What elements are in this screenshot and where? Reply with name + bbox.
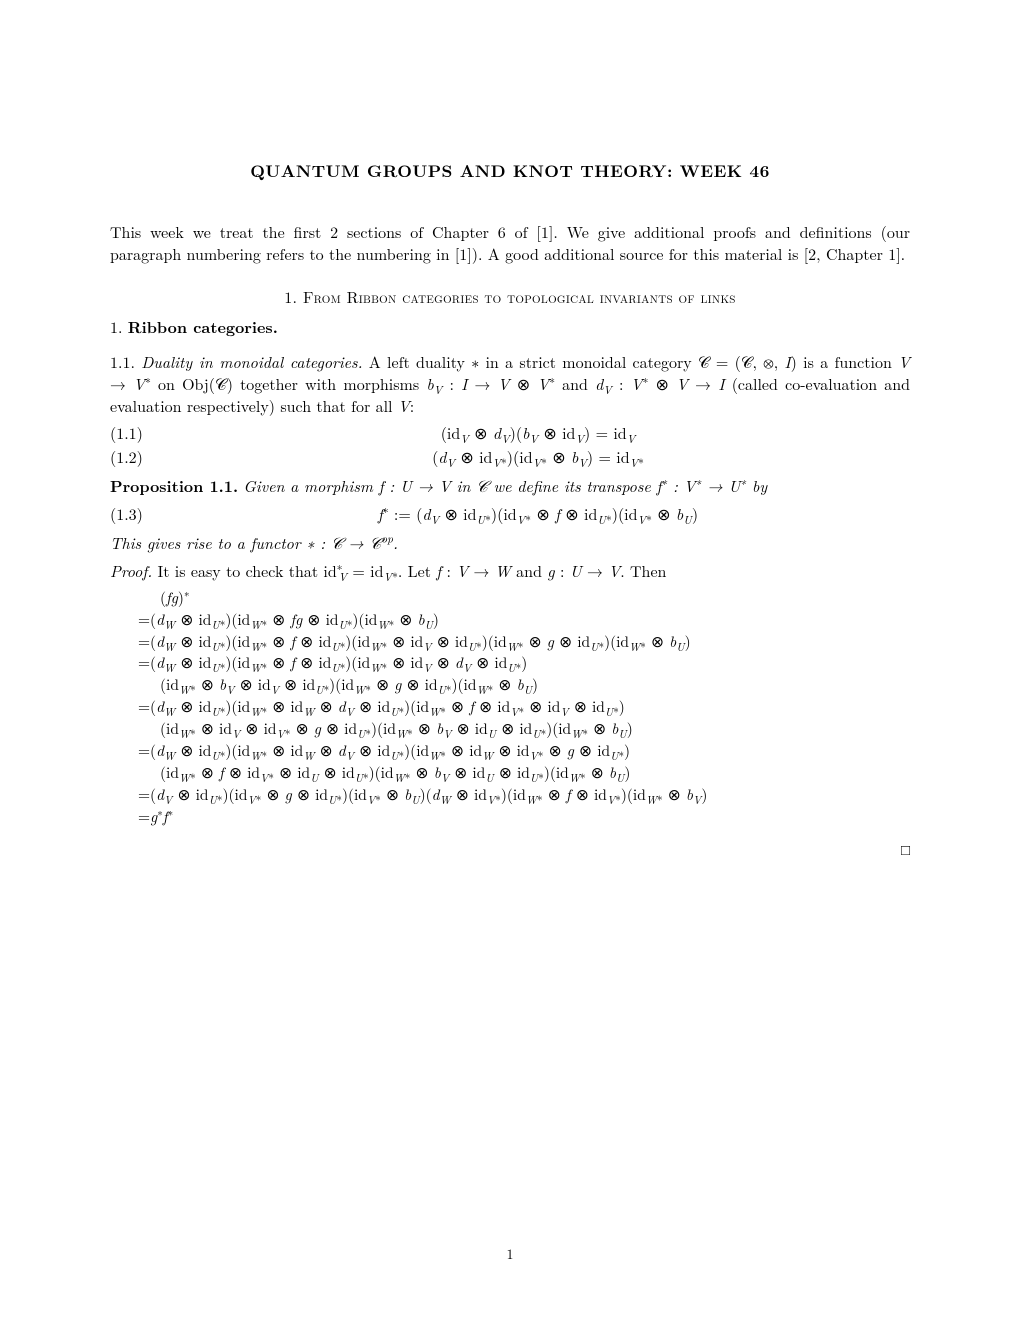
chain-line-cont: (idW* ⊗ f ⊗ idV* ⊗ idU ⊗ idU*)(idW* ⊗ bV… [138, 763, 910, 784]
equation-1-1: (1.1) (idV ⊗ dV)(bV ⊗ idV) = idV [110, 422, 910, 444]
subsection-heading: 1. Ribbon categories. [110, 316, 910, 338]
equation-number: (1.2) [110, 446, 166, 468]
proposition-1-1: Proposition 1.1. Given a morphism f : U … [110, 475, 910, 497]
equation-number: (1.3) [110, 503, 166, 525]
subsub-num: 1.1. [110, 350, 135, 373]
chain-line: =(dW ⊗ idU*)(idW* ⊗ idW ⊗ dV ⊗ idU*)(idW… [138, 741, 910, 762]
chain-line: =(dW ⊗ idU*)(idW* ⊗ f ⊗ idU*)(idW* ⊗ idV… [138, 653, 910, 674]
page-number: 1 [0, 1245, 1020, 1264]
proposition-tail: This gives rise to a functor ∗ : 𝒞 → 𝒞op… [110, 532, 910, 554]
chain-line-cont: (idW* ⊗ idV ⊗ idV* ⊗ g ⊗ idU*)(idW* ⊗ bV… [138, 719, 910, 740]
subsection-title: Ribbon categories. [128, 315, 278, 338]
chain-line-cont: (idW* ⊗ bV ⊗ idV ⊗ idU*)(idW* ⊗ g ⊗ idU*… [138, 675, 910, 696]
chain-line: =(dW ⊗ idU*)(idW* ⊗ f ⊗ idU*)(idW* ⊗ idV… [138, 632, 910, 653]
equation-body: (idV ⊗ dV)(bV ⊗ idV) = idV [166, 422, 910, 444]
section-1-heading: 1. From Ribbon categories to topological… [110, 286, 910, 308]
equation-number: (1.1) [110, 422, 166, 444]
proposition-label: Proposition 1.1. [110, 474, 238, 497]
proof-opening: Proof. It is easy to check that id∗V = i… [110, 560, 910, 582]
chain-head: (fg)∗ [138, 588, 910, 609]
intro-paragraph: This week we treat the first 2 sections … [110, 221, 910, 264]
chain-line: =(dW ⊗ idU*)(idW* ⊗ idW ⊗ dV ⊗ idU*)(idW… [138, 697, 910, 718]
chain-line: =(dV ⊗ idU*)(idV* ⊗ g ⊗ idU*)(idV* ⊗ bU)… [138, 785, 910, 806]
proof-chain: (fg)∗ =(dW ⊗ idU*)(idW* ⊗ fg ⊗ idU*)(idW… [138, 588, 910, 828]
subsection-num: 1. [110, 315, 122, 338]
equation-body: f∗ := (dV ⊗ idU*)(idV* ⊗ f ⊗ idU*)(idV* … [166, 503, 910, 525]
page-title: QUANTUM GROUPS AND KNOT THEORY: WEEK 46 [110, 160, 910, 183]
subsub-title: Duality in monoidal categories. [141, 350, 362, 373]
chain-line: =(dW ⊗ idU*)(idW* ⊗ fg ⊗ idU*)(idW* ⊗ bU… [138, 610, 910, 631]
chain-final: =g∗f∗ [138, 807, 910, 828]
proposition-statement: Given a morphism f : U → V in 𝒞 we defin… [243, 474, 767, 497]
section-title: From Ribbon categories to topological in… [303, 285, 736, 308]
equation-1-2: (1.2) (dV ⊗ idV*)(idV* ⊗ bV) = idV* [110, 446, 910, 468]
section-num: 1. [284, 285, 297, 308]
qed-symbol: □ [110, 840, 910, 860]
equation-body: (dV ⊗ idV*)(idV* ⊗ bV) = idV* [166, 446, 910, 468]
subsubsection-1-1: 1.1. Duality in monoidal categories. A l… [110, 351, 910, 416]
proof-label: Proof. [110, 559, 152, 582]
equation-1-3: (1.3) f∗ := (dV ⊗ idU*)(idV* ⊗ f ⊗ idU*)… [110, 503, 910, 525]
